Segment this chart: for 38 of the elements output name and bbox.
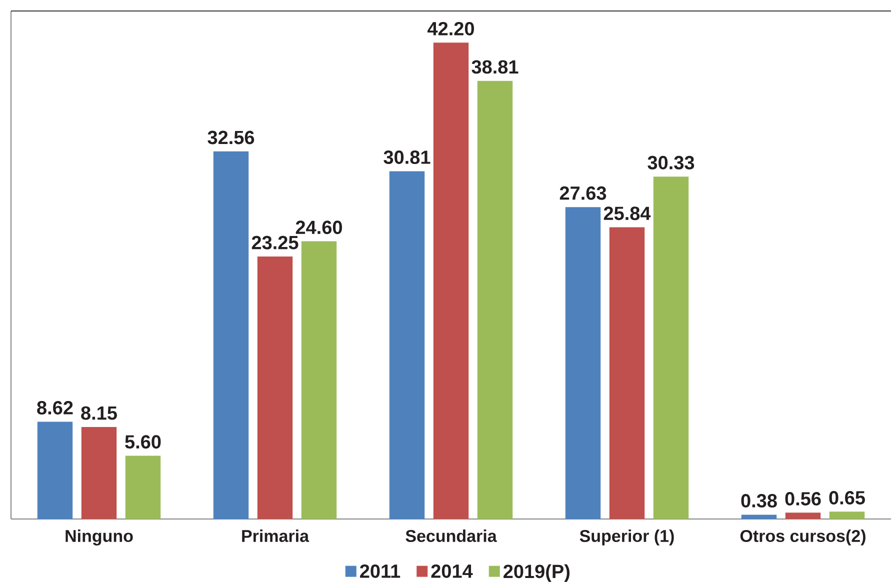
bar xyxy=(37,422,73,519)
bar xyxy=(609,227,645,519)
bar xyxy=(389,171,425,519)
data-label: 0.38 xyxy=(741,494,777,508)
bar xyxy=(257,256,293,519)
bar xyxy=(829,512,865,519)
data-label: 0.65 xyxy=(829,491,865,504)
bar xyxy=(653,176,689,519)
data-label: 8.15 xyxy=(81,406,117,420)
legend-label: 2011 xyxy=(360,564,400,578)
x-tick-label: Ninguno xyxy=(66,530,133,546)
bar xyxy=(477,80,513,519)
x-tick-label: Secundaria xyxy=(406,530,497,542)
bar xyxy=(301,241,337,519)
x-tick-label: Primaria xyxy=(242,530,310,542)
data-label: 24.60 xyxy=(296,220,342,234)
bar xyxy=(565,207,601,519)
data-label: 38.81 xyxy=(472,60,518,74)
bar xyxy=(433,42,469,519)
data-label: 25.84 xyxy=(604,206,651,220)
data-label: 42.20 xyxy=(428,22,474,36)
data-label: 8.62 xyxy=(37,401,73,414)
data-label: 27.63 xyxy=(560,186,606,200)
data-label: 0.56 xyxy=(785,492,821,506)
x-tick-label: Superior (1) xyxy=(580,530,674,546)
data-label: 23.25 xyxy=(252,236,298,250)
data-label: 5.60 xyxy=(125,435,161,449)
data-label: 32.56 xyxy=(208,130,254,144)
legend-label: 2019(P) xyxy=(504,564,570,582)
data-label: 30.81 xyxy=(384,150,430,164)
bar xyxy=(785,512,821,519)
data-label: 30.33 xyxy=(648,156,694,170)
bar xyxy=(81,426,117,519)
x-tick-label: Otros cursos(2) xyxy=(740,530,866,546)
bar xyxy=(125,456,161,519)
bar xyxy=(213,151,249,519)
bar xyxy=(741,514,777,519)
legend-label: 2014 xyxy=(431,564,473,578)
